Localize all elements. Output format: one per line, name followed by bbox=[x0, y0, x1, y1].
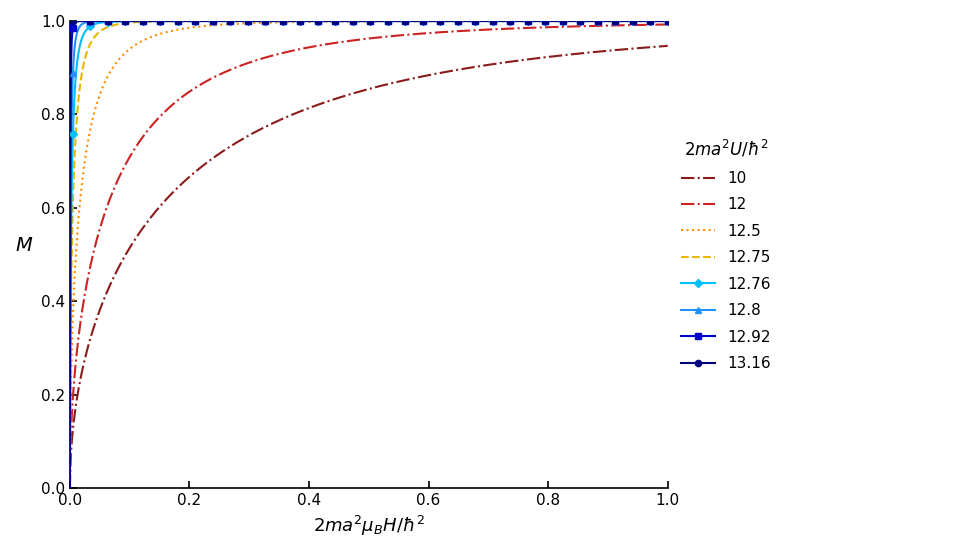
12.75 bbox=[95, 28, 107, 34]
12.75 bbox=[644, 18, 656, 24]
12.75 bbox=[661, 18, 673, 24]
12 bbox=[644, 22, 656, 28]
10 bbox=[535, 55, 546, 61]
12.75 bbox=[355, 18, 367, 24]
12.5 bbox=[644, 18, 656, 24]
12 bbox=[644, 22, 656, 28]
12.75 bbox=[64, 485, 76, 492]
Legend: 10, 12, 12.5, 12.75, 12.76, 12.8, 12.92, 13.16: 10, 12, 12.5, 12.75, 12.76, 12.8, 12.92,… bbox=[682, 138, 771, 371]
12.75 bbox=[339, 18, 350, 24]
12 bbox=[64, 485, 76, 492]
Line: 12.75: 12.75 bbox=[70, 21, 667, 488]
12 bbox=[339, 38, 350, 45]
Line: 10: 10 bbox=[70, 46, 667, 488]
10 bbox=[355, 88, 367, 95]
12.75 bbox=[535, 18, 546, 24]
X-axis label: $2ma^2\mu_B H/\hbar^2$: $2ma^2\mu_B H/\hbar^2$ bbox=[313, 514, 424, 538]
Line: 12.5: 12.5 bbox=[70, 21, 667, 488]
12.5 bbox=[661, 18, 673, 24]
10 bbox=[644, 44, 656, 50]
12.75 bbox=[644, 18, 656, 24]
12.5 bbox=[95, 90, 107, 96]
12.5 bbox=[535, 18, 546, 24]
Y-axis label: $M$: $M$ bbox=[15, 236, 34, 255]
10 bbox=[339, 92, 350, 99]
12 bbox=[535, 24, 546, 31]
10 bbox=[661, 43, 673, 49]
12.5 bbox=[64, 485, 76, 492]
10 bbox=[64, 485, 76, 492]
10 bbox=[95, 305, 107, 311]
12.5 bbox=[355, 18, 367, 25]
12 bbox=[355, 36, 367, 43]
10 bbox=[644, 44, 656, 50]
12 bbox=[661, 21, 673, 28]
12 bbox=[95, 223, 107, 230]
12.5 bbox=[644, 18, 656, 24]
Line: 12: 12 bbox=[70, 24, 667, 488]
12.5 bbox=[339, 18, 350, 25]
